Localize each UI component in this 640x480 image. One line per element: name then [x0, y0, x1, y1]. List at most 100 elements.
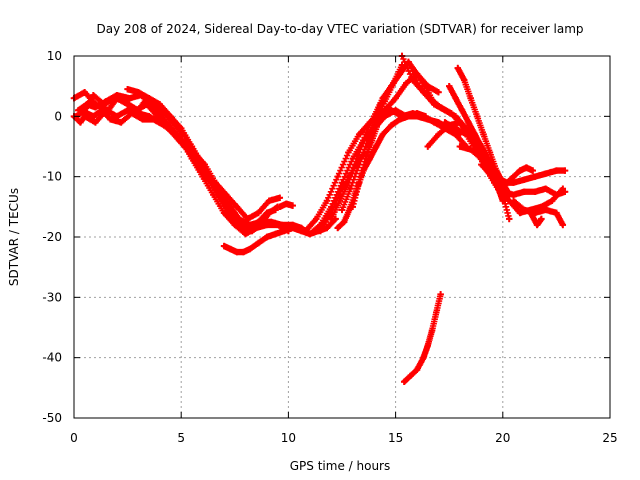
data-point	[377, 101, 384, 108]
data-point	[533, 221, 541, 229]
data-point	[276, 194, 284, 201]
data-point	[347, 203, 354, 211]
data-point	[437, 104, 444, 111]
data-point	[220, 209, 228, 217]
data-point	[274, 221, 281, 229]
data-point	[126, 95, 133, 102]
data-point	[465, 119, 472, 126]
data-point	[188, 143, 196, 150]
data-point	[231, 221, 238, 229]
data-point	[81, 113, 88, 120]
data-point	[75, 107, 82, 114]
data-point	[392, 107, 399, 114]
data-point	[92, 104, 99, 111]
data-point	[92, 119, 99, 126]
data-series-track-8	[276, 200, 296, 211]
data-point	[390, 79, 397, 87]
data-point	[381, 98, 389, 105]
data-point	[381, 107, 389, 114]
data-point	[242, 230, 249, 238]
data-point	[223, 191, 230, 198]
data-point	[542, 206, 549, 214]
data-point	[561, 167, 569, 174]
data-point	[521, 176, 528, 183]
y-tick-label: 0	[54, 109, 62, 123]
data-point	[473, 113, 481, 120]
data-point	[338, 206, 346, 214]
data-point	[178, 137, 185, 144]
data-point	[452, 95, 459, 102]
data-point	[90, 92, 97, 99]
data-point	[188, 155, 196, 162]
data-point	[424, 143, 431, 150]
data-point	[340, 218, 348, 226]
data-point	[210, 179, 217, 186]
data-point	[124, 85, 131, 93]
x-tick-label: 10	[281, 431, 296, 445]
data-point	[113, 92, 121, 99]
x-tick-label: 5	[177, 431, 185, 445]
data-point	[467, 95, 474, 102]
chart-title: Day 208 of 2024, Sidereal Day-to-day VTE…	[96, 22, 583, 36]
data-point	[263, 209, 271, 217]
data-point	[400, 378, 408, 385]
y-tick-label: -40	[42, 351, 62, 365]
x-tick-label: 20	[495, 431, 510, 445]
data-point	[272, 206, 279, 214]
data-point	[107, 116, 114, 123]
data-point	[553, 209, 560, 217]
data-point	[553, 191, 560, 198]
data-series-track-15	[334, 110, 429, 232]
data-point	[117, 119, 125, 126]
data-point	[542, 170, 549, 177]
data-point	[553, 167, 560, 174]
data-point	[379, 131, 386, 138]
data-point	[124, 107, 131, 114]
y-axis-title: SDTVAR / TECUs	[7, 188, 21, 286]
data-point	[167, 113, 174, 120]
data-point	[396, 116, 404, 123]
data-point	[156, 101, 163, 108]
y-tick-label: -30	[42, 290, 62, 304]
data-point	[360, 167, 367, 174]
data-point	[531, 188, 539, 195]
data-point	[456, 143, 464, 150]
data-point	[263, 221, 271, 229]
data-point	[263, 233, 271, 241]
data-point	[81, 89, 88, 96]
data-point	[437, 291, 444, 298]
data-point	[167, 125, 174, 132]
data-point	[480, 131, 487, 138]
data-point	[521, 206, 528, 214]
data-point	[415, 82, 423, 90]
data-point	[229, 212, 236, 220]
data-point	[471, 131, 479, 138]
data-point	[488, 173, 496, 180]
data-point	[428, 327, 436, 334]
data-point	[156, 119, 163, 126]
data-point	[362, 155, 369, 162]
data-point	[452, 125, 459, 132]
data-point	[458, 107, 466, 114]
data-point	[145, 113, 153, 120]
data-point	[102, 98, 110, 105]
data-point	[255, 209, 262, 217]
data-point	[353, 185, 361, 192]
data-point	[246, 245, 254, 253]
data-series-track-5	[81, 107, 292, 238]
data-point	[433, 309, 440, 316]
data-point	[345, 149, 352, 156]
data-point	[283, 200, 290, 208]
data-point	[499, 188, 506, 195]
data-point	[373, 113, 380, 120]
data-point	[413, 366, 421, 373]
data-point	[255, 239, 262, 247]
data-point	[405, 58, 412, 66]
data-point	[306, 230, 314, 238]
data-point	[516, 167, 524, 174]
data-series-track-25	[510, 197, 567, 229]
data-point	[420, 354, 427, 361]
y-tick-label: -10	[42, 170, 62, 184]
data-point	[422, 113, 429, 120]
